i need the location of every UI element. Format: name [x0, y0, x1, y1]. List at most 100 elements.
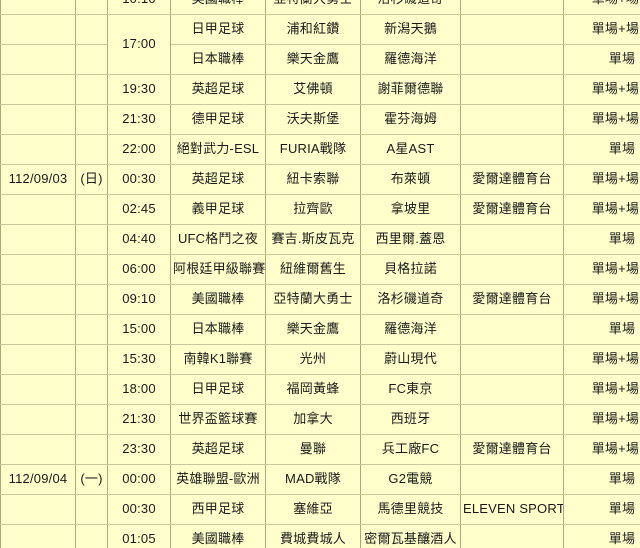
- home-team[interactable]: 加拿大: [265, 404, 361, 435]
- match-time[interactable]: 09:10: [107, 284, 171, 315]
- match-time[interactable]: 18:00: [107, 374, 171, 405]
- league-name[interactable]: 英超足球: [170, 434, 266, 465]
- league-name[interactable]: 日本職棒: [170, 314, 266, 345]
- match-time[interactable]: 15:30: [107, 344, 171, 375]
- league-name[interactable]: 英超足球: [170, 74, 266, 105]
- away-team[interactable]: 羅德海洋: [360, 314, 461, 345]
- league-name[interactable]: 日本職棒: [170, 44, 266, 75]
- home-team[interactable]: MAD戰隊: [265, 464, 361, 495]
- league-name[interactable]: 絕對武力-ESL: [170, 134, 266, 165]
- away-team[interactable]: FC東京: [360, 374, 461, 405]
- match-time[interactable]: 23:30: [107, 434, 171, 465]
- league-name[interactable]: UFC格鬥之夜: [170, 224, 266, 255]
- home-team[interactable]: 曼聯: [265, 434, 361, 465]
- home-team[interactable]: 賽吉.斯皮瓦克: [265, 224, 361, 255]
- bet-type: 單場+場中: [563, 434, 640, 465]
- league-name[interactable]: 德甲足球: [170, 104, 266, 135]
- league-name[interactable]: 英超足球: [170, 164, 266, 195]
- home-team[interactable]: 亞特蘭大勇士: [265, 0, 361, 15]
- away-team[interactable]: 西班牙: [360, 404, 461, 435]
- match-time[interactable]: 00:30: [107, 494, 171, 525]
- home-team[interactable]: 塞維亞: [265, 494, 361, 525]
- away-team[interactable]: 貝格拉諾: [360, 254, 461, 285]
- league-name[interactable]: 西甲足球: [170, 494, 266, 525]
- away-team[interactable]: 洛杉磯道奇: [360, 0, 461, 15]
- table-row[interactable]: 00:30 西甲足球 塞維亞 馬德里競技 ELEVEN SPORTS 單場: [0, 494, 640, 525]
- home-team[interactable]: 樂天金鷹: [265, 314, 361, 345]
- home-team[interactable]: 艾佛頓: [265, 74, 361, 105]
- table-row[interactable]: 01:05 美國職棒 費城費城人 密爾瓦基釀酒人 單場: [0, 524, 640, 548]
- match-date: [0, 314, 76, 345]
- match-time[interactable]: 19:30: [107, 74, 171, 105]
- away-team[interactable]: 羅德海洋: [360, 44, 461, 75]
- home-team[interactable]: 紐卡索聯: [265, 164, 361, 195]
- match-time[interactable]: 15:00: [107, 314, 171, 345]
- away-team[interactable]: 謝菲爾德聯: [360, 74, 461, 105]
- match-time[interactable]: 00:00: [107, 464, 171, 495]
- table-row[interactable]: 15:00 日本職棒 樂天金鷹 羅德海洋 單場: [0, 314, 640, 345]
- away-team[interactable]: 西里爾.蓋恩: [360, 224, 461, 255]
- match-time[interactable]: 22:00: [107, 134, 171, 165]
- home-team[interactable]: 光州: [265, 344, 361, 375]
- home-team[interactable]: 費城費城人: [265, 524, 361, 548]
- match-time[interactable]: 06:00: [107, 254, 171, 285]
- match-weekday: (一): [75, 464, 108, 495]
- away-team[interactable]: 蔚山現代: [360, 344, 461, 375]
- league-name[interactable]: 美國職棒: [170, 0, 266, 15]
- away-team[interactable]: G2電競: [360, 464, 461, 495]
- table-row[interactable]: 日本職棒 樂天金鷹 羅德海洋 單場: [0, 44, 640, 75]
- away-team[interactable]: 洛杉磯道奇: [360, 284, 461, 315]
- broadcast-channel: ELEVEN SPORTS: [460, 494, 564, 525]
- match-time[interactable]: 00:30: [107, 164, 171, 195]
- match-time[interactable]: 02:45: [107, 194, 171, 225]
- league-name[interactable]: 美國職棒: [170, 284, 266, 315]
- home-team[interactable]: 福岡黃蜂: [265, 374, 361, 405]
- table-row[interactable]: 112/09/04 (一) 00:00 英雄聯盟-歐洲 MAD戰隊 G2電競 單場: [0, 464, 640, 495]
- match-time[interactable]: 17:00: [107, 14, 171, 75]
- league-name[interactable]: 日甲足球: [170, 374, 266, 405]
- away-team[interactable]: 拿坡里: [360, 194, 461, 225]
- league-name[interactable]: 義甲足球: [170, 194, 266, 225]
- home-team[interactable]: FURIA戰隊: [265, 134, 361, 165]
- league-name[interactable]: 南韓K1聯賽: [170, 344, 266, 375]
- away-team[interactable]: 密爾瓦基釀酒人: [360, 524, 461, 548]
- league-name[interactable]: 阿根廷甲級聯賽: [170, 254, 266, 285]
- league-name[interactable]: 日甲足球: [170, 14, 266, 45]
- league-name[interactable]: 世界盃籃球賽: [170, 404, 266, 435]
- match-time[interactable]: 01:05: [107, 524, 171, 548]
- table-row[interactable]: 04:40 UFC格鬥之夜 賽吉.斯皮瓦克 西里爾.蓋恩 單場: [0, 224, 640, 255]
- table-row[interactable]: 22:00 絕對武力-ESL FURIA戰隊 A星AST 單場: [0, 134, 640, 165]
- home-team[interactable]: 亞特蘭大勇士: [265, 284, 361, 315]
- league-name[interactable]: 美國職棒: [170, 524, 266, 548]
- home-team[interactable]: 浦和紅鑽: [265, 14, 361, 45]
- match-time[interactable]: 10:10: [107, 0, 171, 15]
- home-team[interactable]: 沃夫斯堡: [265, 104, 361, 135]
- away-team[interactable]: A星AST: [360, 134, 461, 165]
- away-team[interactable]: 兵工廠FC: [360, 434, 461, 465]
- away-team[interactable]: 馬德里競技: [360, 494, 461, 525]
- away-team[interactable]: 新潟天鵝: [360, 14, 461, 45]
- match-time[interactable]: 04:40: [107, 224, 171, 255]
- bet-type: 單場: [563, 224, 640, 255]
- away-team[interactable]: 霍芬海姆: [360, 104, 461, 135]
- home-team[interactable]: 紐維爾舊生: [265, 254, 361, 285]
- match-time[interactable]: 21:30: [107, 104, 171, 135]
- home-team[interactable]: 拉齊歐: [265, 194, 361, 225]
- match-time[interactable]: 21:30: [107, 404, 171, 435]
- league-name[interactable]: 英雄聯盟-歐洲: [170, 464, 266, 495]
- match-weekday: [75, 74, 108, 105]
- home-team[interactable]: 樂天金鷹: [265, 44, 361, 75]
- away-team[interactable]: 布萊頓: [360, 164, 461, 195]
